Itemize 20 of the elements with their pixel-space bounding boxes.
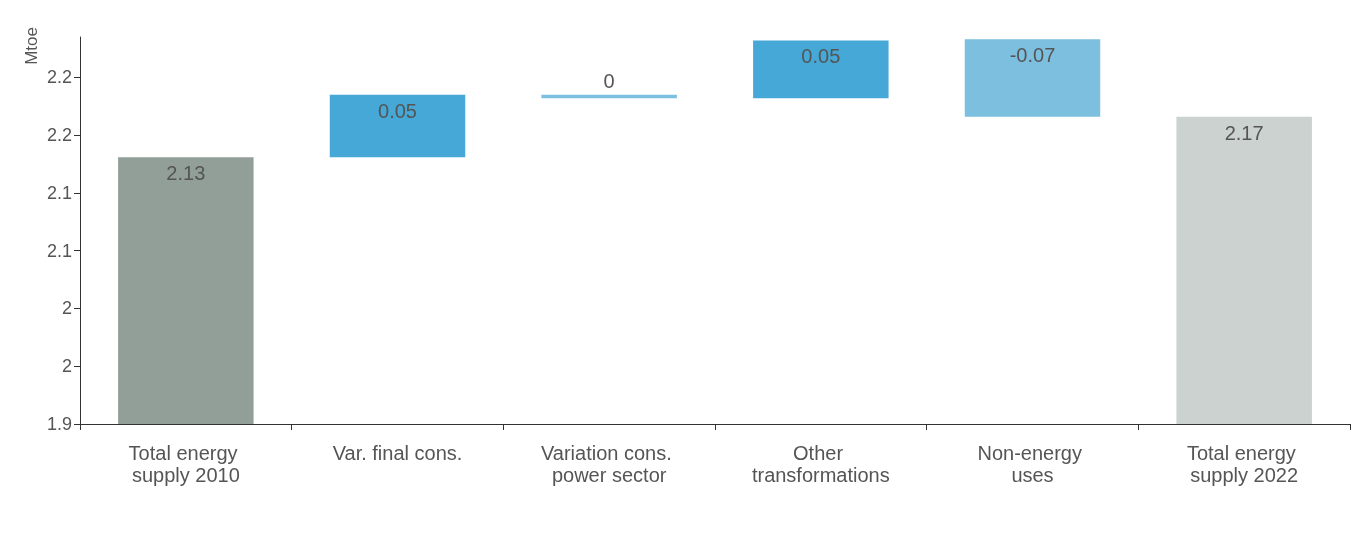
x-tick-label: Non-energy uses (977, 442, 1088, 486)
data-label: 0.05 (378, 99, 417, 122)
x-tick-label: Total energy supply 2022 (1186, 442, 1302, 486)
data-label: 2.13 (166, 162, 206, 185)
y-tick-label: 2.1 (46, 182, 72, 203)
x-tick-label: Total energy supply 2010 (128, 442, 244, 486)
data-label: 0 (603, 69, 615, 92)
y-tick-label: 2 (61, 356, 72, 377)
data-label: 2.17 (1224, 121, 1264, 144)
y-axis-title: Mtoe (22, 27, 41, 65)
y-tick-label: 2.2 (46, 67, 72, 88)
y-tick-label: 1.9 (46, 414, 72, 434)
y-tick-label: 2 (61, 298, 72, 319)
y-tick-label: 2.2 (46, 125, 72, 146)
data-label: -0.07 (1009, 44, 1056, 67)
x-tick-label: Variation cons. power sector (540, 442, 678, 486)
data-label: 0.05 (801, 45, 841, 68)
y-tick-label: 2.1 (46, 240, 72, 261)
x-tick-label: Other transformations (751, 442, 890, 486)
x-tick-label: Var. final cons. (332, 442, 463, 464)
